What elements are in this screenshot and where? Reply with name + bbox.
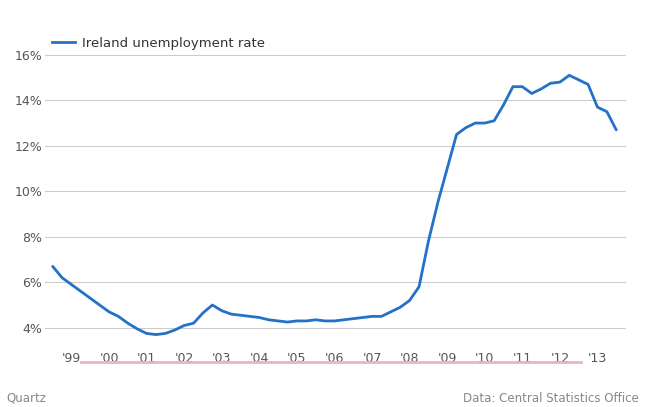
Text: Quartz: Quartz — [6, 392, 46, 405]
Text: Data: Central Statistics Office: Data: Central Statistics Office — [463, 392, 639, 405]
Legend: Ireland unemployment rate: Ireland unemployment rate — [52, 37, 265, 50]
